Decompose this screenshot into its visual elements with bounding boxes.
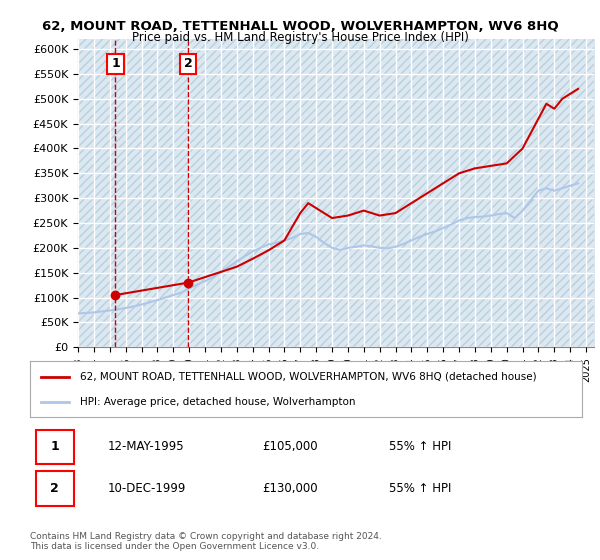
- Text: 1: 1: [111, 57, 120, 71]
- Text: 2: 2: [50, 482, 59, 495]
- Text: Contains HM Land Registry data © Crown copyright and database right 2024.
This d: Contains HM Land Registry data © Crown c…: [30, 532, 382, 552]
- Text: 62, MOUNT ROAD, TETTENHALL WOOD, WOLVERHAMPTON, WV6 8HQ (detached house): 62, MOUNT ROAD, TETTENHALL WOOD, WOLVERH…: [80, 372, 536, 382]
- Text: £105,000: £105,000: [262, 440, 317, 453]
- Text: 55% ↑ HPI: 55% ↑ HPI: [389, 440, 451, 453]
- Text: 1: 1: [50, 440, 59, 453]
- Text: Price paid vs. HM Land Registry's House Price Index (HPI): Price paid vs. HM Land Registry's House …: [131, 31, 469, 44]
- FancyBboxPatch shape: [35, 472, 74, 506]
- Text: 12-MAY-1995: 12-MAY-1995: [107, 440, 184, 453]
- Text: 55% ↑ HPI: 55% ↑ HPI: [389, 482, 451, 495]
- Text: HPI: Average price, detached house, Wolverhampton: HPI: Average price, detached house, Wolv…: [80, 396, 355, 407]
- FancyBboxPatch shape: [35, 430, 74, 464]
- Text: 10-DEC-1999: 10-DEC-1999: [107, 482, 185, 495]
- Text: 2: 2: [184, 57, 193, 71]
- Text: £130,000: £130,000: [262, 482, 317, 495]
- Text: 62, MOUNT ROAD, TETTENHALL WOOD, WOLVERHAMPTON, WV6 8HQ: 62, MOUNT ROAD, TETTENHALL WOOD, WOLVERH…: [41, 20, 559, 32]
